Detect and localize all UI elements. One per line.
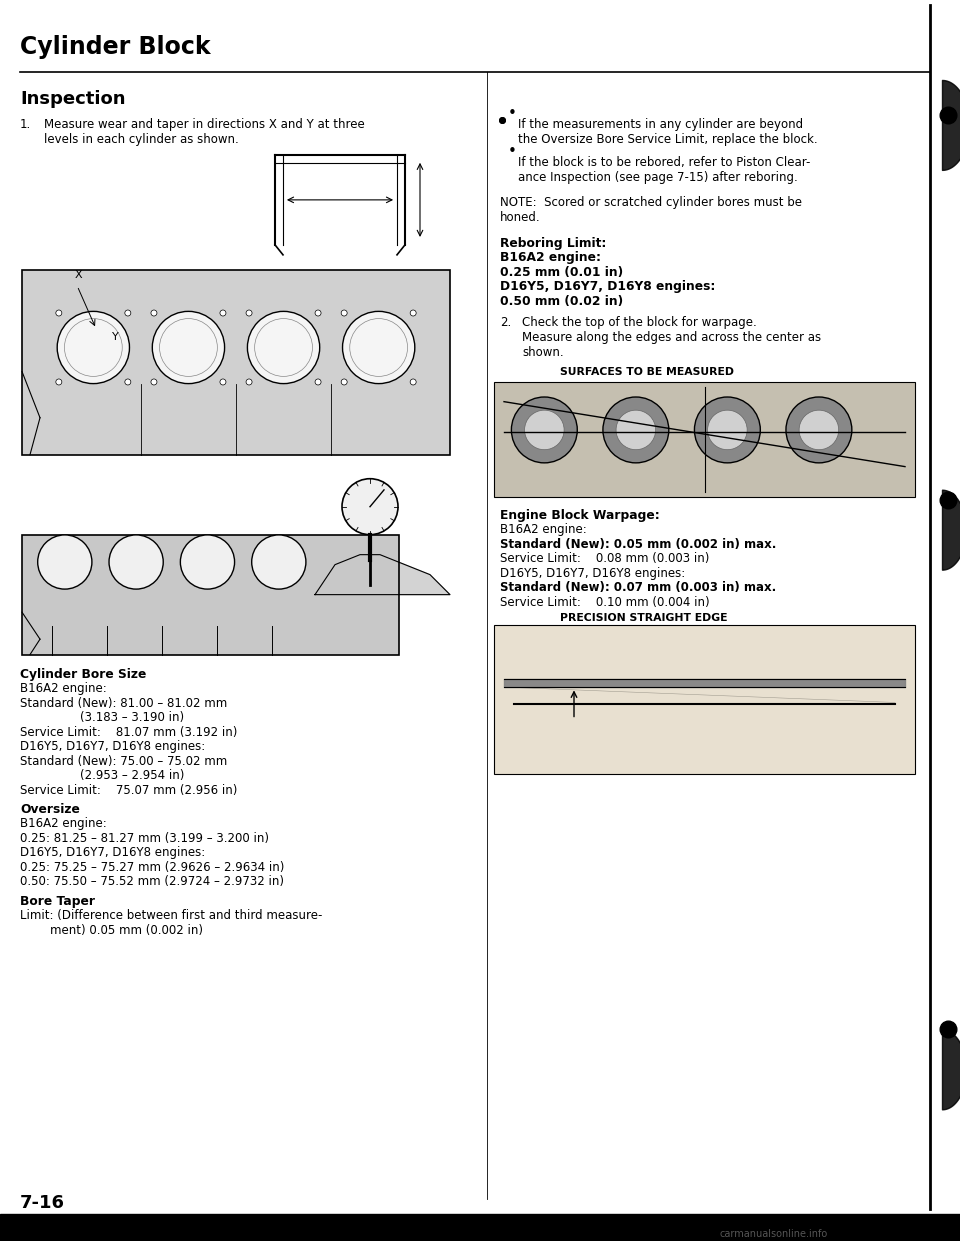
Circle shape <box>252 535 306 589</box>
Text: B16A2 engine:: B16A2 engine: <box>20 817 107 831</box>
Circle shape <box>410 379 417 385</box>
Text: PRECISION STRAIGHT EDGE: PRECISION STRAIGHT EDGE <box>560 612 728 623</box>
Circle shape <box>512 397 577 463</box>
Text: 0.50 mm (0.02 in): 0.50 mm (0.02 in) <box>500 294 623 308</box>
Text: NOTE:  Scored or scratched cylinder bores must be
honed.: NOTE: Scored or scratched cylinder bores… <box>500 196 802 224</box>
Text: B16A2 engine:: B16A2 engine: <box>20 682 107 696</box>
Circle shape <box>56 379 61 385</box>
Text: 7-16: 7-16 <box>20 1195 65 1212</box>
Circle shape <box>694 397 760 463</box>
Circle shape <box>341 379 348 385</box>
Circle shape <box>410 310 417 315</box>
Circle shape <box>220 379 226 385</box>
Circle shape <box>56 310 61 315</box>
Circle shape <box>799 410 839 450</box>
Circle shape <box>342 478 398 534</box>
Text: If the measurements in any cylinder are beyond
the Oversize Bore Service Limit, : If the measurements in any cylinder are … <box>518 118 818 145</box>
Circle shape <box>708 410 747 450</box>
Text: •: • <box>508 144 516 159</box>
Circle shape <box>315 310 321 315</box>
Text: Measure wear and taper in directions X and Y at three
levels in each cylinder as: Measure wear and taper in directions X a… <box>44 118 365 145</box>
Text: Standard (New): 81.00 – 81.02 mm: Standard (New): 81.00 – 81.02 mm <box>20 697 228 709</box>
Text: 1.: 1. <box>20 118 32 130</box>
Circle shape <box>603 397 669 463</box>
Text: Engine Block Warpage:: Engine Block Warpage: <box>500 508 660 522</box>
Text: X: X <box>74 270 82 279</box>
Circle shape <box>524 410 564 450</box>
Circle shape <box>246 379 252 385</box>
Text: 0.50: 75.50 – 75.52 mm (2.9724 – 2.9732 in): 0.50: 75.50 – 75.52 mm (2.9724 – 2.9732 … <box>20 876 284 888</box>
Text: Cylinder Bore Size: Cylinder Bore Size <box>20 668 146 681</box>
Text: Bore Taper: Bore Taper <box>20 895 95 908</box>
Circle shape <box>58 312 130 384</box>
Circle shape <box>125 379 131 385</box>
Text: Standard (New): 0.05 mm (0.002 in) max.: Standard (New): 0.05 mm (0.002 in) max. <box>500 538 777 550</box>
Text: Reboring Limit:: Reboring Limit: <box>500 237 607 250</box>
Circle shape <box>246 310 252 315</box>
Text: Inspection: Inspection <box>20 89 126 108</box>
Circle shape <box>180 535 234 589</box>
Text: Y: Y <box>112 332 119 342</box>
Text: •: • <box>508 106 516 120</box>
Polygon shape <box>0 1215 960 1241</box>
Circle shape <box>151 379 156 385</box>
Text: 0.25: 81.25 – 81.27 mm (3.199 – 3.200 in): 0.25: 81.25 – 81.27 mm (3.199 – 3.200 in… <box>20 832 269 845</box>
Text: (2.953 – 2.954 in): (2.953 – 2.954 in) <box>80 769 184 782</box>
Circle shape <box>341 310 348 315</box>
Text: D16Y5, D16Y7, D16Y8 engines:: D16Y5, D16Y7, D16Y8 engines: <box>20 740 205 753</box>
Text: B16A2 engine:: B16A2 engine: <box>500 523 587 537</box>
Text: 0.25 mm (0.01 in): 0.25 mm (0.01 in) <box>500 266 623 278</box>
Bar <box>22 270 450 455</box>
Text: Service Limit:    0.10 mm (0.004 in): Service Limit: 0.10 mm (0.004 in) <box>500 595 709 609</box>
Text: SURFACES TO BE MEASURED: SURFACES TO BE MEASURED <box>560 368 734 378</box>
Polygon shape <box>504 679 905 688</box>
Bar <box>494 625 915 775</box>
Text: Check the top of the block for warpage.
Measure along the edges and across the c: Check the top of the block for warpage. … <box>522 317 821 359</box>
Circle shape <box>151 310 156 315</box>
Text: Service Limit:    0.08 mm (0.003 in): Service Limit: 0.08 mm (0.003 in) <box>500 551 709 565</box>
Bar <box>22 535 398 655</box>
Circle shape <box>786 397 852 463</box>
Text: ment) 0.05 mm (0.002 in): ment) 0.05 mm (0.002 in) <box>50 924 203 936</box>
Circle shape <box>37 535 92 589</box>
Circle shape <box>109 535 163 589</box>
Circle shape <box>616 410 656 450</box>
Text: Service Limit:    75.07 mm (2.956 in): Service Limit: 75.07 mm (2.956 in) <box>20 784 237 796</box>
Text: (3.183 – 3.190 in): (3.183 – 3.190 in) <box>80 712 184 724</box>
Text: Standard (New): 75.00 – 75.02 mm: Standard (New): 75.00 – 75.02 mm <box>20 755 228 768</box>
Text: If the block is to be rebored, refer to Piston Clear-
ance Inspection (see page : If the block is to be rebored, refer to … <box>518 155 810 184</box>
Text: D16Y5, D16Y7, D16Y8 engines:: D16Y5, D16Y7, D16Y8 engines: <box>500 281 715 293</box>
Polygon shape <box>315 555 450 595</box>
Text: 2.: 2. <box>500 317 512 329</box>
Text: B16A2 engine:: B16A2 engine: <box>500 251 601 265</box>
Circle shape <box>315 379 321 385</box>
Text: Service Limit:    81.07 mm (3.192 in): Service Limit: 81.07 mm (3.192 in) <box>20 725 237 739</box>
Text: Cylinder Block: Cylinder Block <box>20 35 210 58</box>
Text: carmanualsonline.info: carmanualsonline.info <box>720 1230 828 1240</box>
Circle shape <box>125 310 131 315</box>
Text: 0.25: 75.25 – 75.27 mm (2.9626 – 2.9634 in): 0.25: 75.25 – 75.27 mm (2.9626 – 2.9634 … <box>20 861 284 874</box>
Text: D16Y5, D16Y7, D16Y8 engines:: D16Y5, D16Y7, D16Y8 engines: <box>500 566 685 580</box>
Text: Limit: (Difference between first and third measure-: Limit: (Difference between first and thi… <box>20 909 323 923</box>
Text: Oversize: Oversize <box>20 804 80 816</box>
Bar <box>494 381 915 497</box>
Text: D16Y5, D16Y7, D16Y8 engines:: D16Y5, D16Y7, D16Y8 engines: <box>20 847 205 859</box>
Text: Standard (New): 0.07 mm (0.003 in) max.: Standard (New): 0.07 mm (0.003 in) max. <box>500 581 777 594</box>
Circle shape <box>343 312 415 384</box>
Circle shape <box>220 310 226 315</box>
Circle shape <box>153 312 225 384</box>
Circle shape <box>248 312 320 384</box>
